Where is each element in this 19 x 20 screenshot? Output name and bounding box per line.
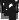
Text: control: control	[11, 0, 19, 15]
Text: thrombin: thrombin	[10, 0, 19, 9]
Text: 5: 5	[16, 0, 19, 10]
Text: 10: 10	[16, 0, 19, 8]
Text: 1: 1	[16, 0, 19, 15]
Text: 2: 2	[16, 0, 19, 13]
Text: 2 mM Ca$^{2+}$: 2 mM Ca$^{2+}$	[3, 0, 19, 13]
